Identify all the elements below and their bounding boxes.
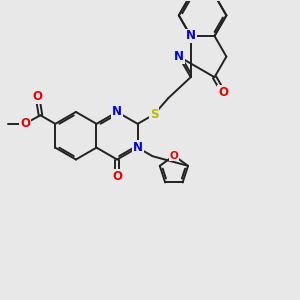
Text: O: O <box>32 90 43 104</box>
Text: S: S <box>150 108 158 121</box>
Text: N: N <box>174 50 184 63</box>
Text: O: O <box>218 85 228 98</box>
Text: O: O <box>20 117 30 130</box>
Text: N: N <box>112 106 122 118</box>
Text: N: N <box>133 141 143 154</box>
Text: O: O <box>169 151 178 160</box>
Text: N: N <box>186 29 196 43</box>
Text: S: S <box>150 108 158 121</box>
Text: O: O <box>112 170 122 183</box>
